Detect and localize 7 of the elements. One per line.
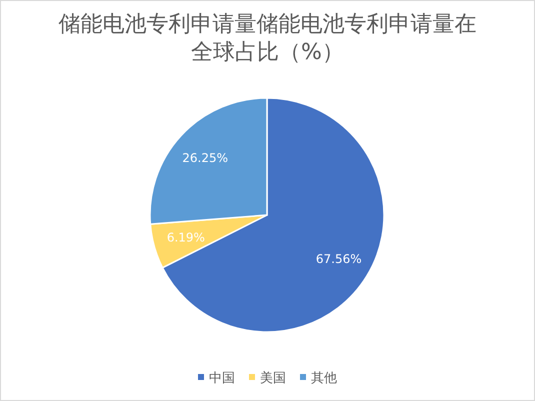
data-label: 26.25% [182, 150, 228, 165]
data-label: 6.19% [166, 230, 205, 245]
legend-label: 美国 [260, 370, 286, 386]
legend-label: 其他 [311, 371, 337, 386]
data-label: 67.56% [316, 252, 362, 266]
chart-title: 储能电池专利申请量储能电池专利申请量在全球占比（%） [58, 11, 478, 67]
legend-label: 中国 [209, 371, 235, 386]
